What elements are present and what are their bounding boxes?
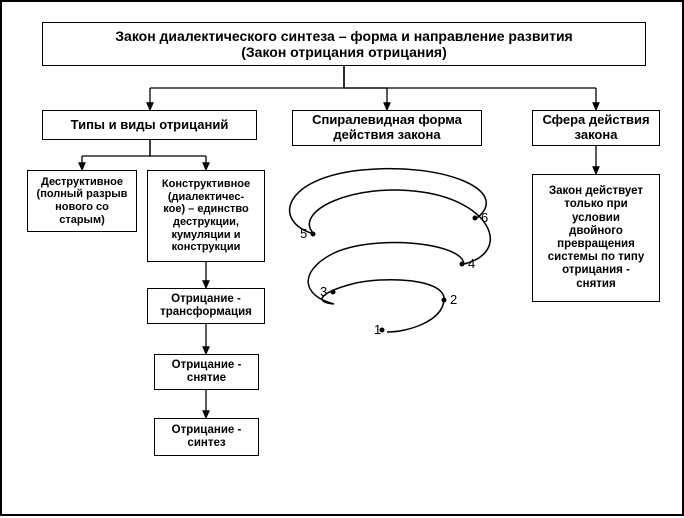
transformation-box: Отрицание - трансформация [147,288,265,324]
constructive-box: Конструктивное (диалектичес- кое) – един… [147,170,265,262]
spiral-label-6: 6 [481,210,488,225]
types-header-text: Типы и виды отрицаний [71,118,229,133]
law-l5: превращения [557,238,635,250]
title-line1: Закон диалектического синтеза – форма и … [115,28,572,44]
law-l1: Закон действует [549,185,643,197]
synthesis-l2: синтез [187,437,225,449]
destructive-l1: Деструктивное [41,176,123,188]
types-header: Типы и виды отрицаний [42,110,257,140]
constructive-l1: Конструктивное [162,178,250,190]
law-l7: отрицания - [562,264,630,276]
spiral-label-3: 3 [320,284,327,299]
sphere-header-l1: Сфера действия [542,112,649,127]
spiral-label-4: 4 [468,256,475,271]
law-l2: только при [564,198,627,210]
destructive-l4: старым) [59,214,105,226]
synthesis-box: Отрицание - синтез [154,418,259,456]
spiral-label-1: 1 [374,322,381,337]
title-line2: (Закон отрицания отрицания) [241,44,447,60]
law-l3: условии [572,212,620,224]
constructive-l3: кое) – единство [163,203,248,215]
constructive-l5: кумуляции и [172,229,241,241]
law-l8: снятия [576,278,615,290]
synthesis-l1: Отрицание - [172,424,242,436]
snyatie-l1: Отрицание - [172,359,242,371]
sphere-header-l2: закона [575,127,618,142]
sphere-header: Сфера действия закона [532,110,660,146]
transformation-l2: трансформация [160,306,252,318]
diagram-canvas: Закон диалектического синтеза – форма и … [0,0,684,516]
title-box: Закон диалектического синтеза – форма и … [42,22,646,66]
spiral-header-l1: Спиралевидная форма [312,112,462,127]
constructive-l4: деструкции, [173,216,239,228]
snyatie-l2: снятие [187,372,226,384]
snyatie-box: Отрицание - снятие [154,354,259,390]
spiral-header: Спиралевидная форма действия закона [292,110,482,146]
spiral-header-l2: действия закона [333,127,440,142]
law-l4: двойного [569,225,623,237]
destructive-l3: нового со [55,201,109,213]
law-condition-box: Закон действует только при условии двойн… [532,174,660,302]
spiral-label-5: 5 [300,226,307,241]
transformation-l1: Отрицание - [171,293,241,305]
constructive-l2: (диалектичес- [168,191,244,203]
spiral-label-2: 2 [450,292,457,307]
destructive-box: Деструктивное (полный разрыв нового со с… [27,170,137,232]
constructive-l6: конструкции [172,241,241,253]
destructive-l2: (полный разрыв [37,188,128,200]
law-l6: системы по типу [548,251,644,263]
